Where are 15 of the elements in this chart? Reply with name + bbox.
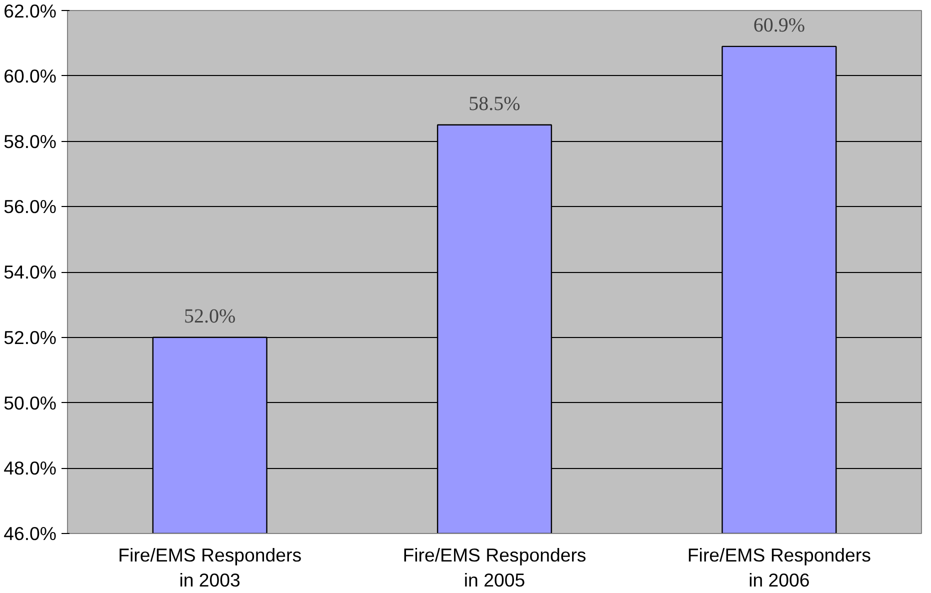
data-label: 52.0% <box>184 305 236 328</box>
x-tick-label: Fire/EMS Responders in 2005 <box>402 544 586 591</box>
y-tick-label: 54.0% <box>4 262 57 282</box>
x-tick-label: Fire/EMS Responders in 2006 <box>687 544 871 591</box>
x-tick-label: Fire/EMS Responders in 2003 <box>118 544 302 591</box>
y-tick-label: 46.0% <box>4 523 57 544</box>
data-label: 60.9% <box>753 14 806 36</box>
y-tick-label: 62.0% <box>4 0 57 22</box>
y-tick-label: 48.0% <box>4 458 57 479</box>
y-tick-label: 50.0% <box>4 392 57 414</box>
y-tick-label: 60.0% <box>4 65 57 86</box>
y-tick-label: 52.0% <box>4 326 57 348</box>
y-tick-label: 58.0% <box>4 130 57 152</box>
data-label: 58.5% <box>468 92 520 115</box>
y-tick-label: 56.0% <box>4 196 57 218</box>
